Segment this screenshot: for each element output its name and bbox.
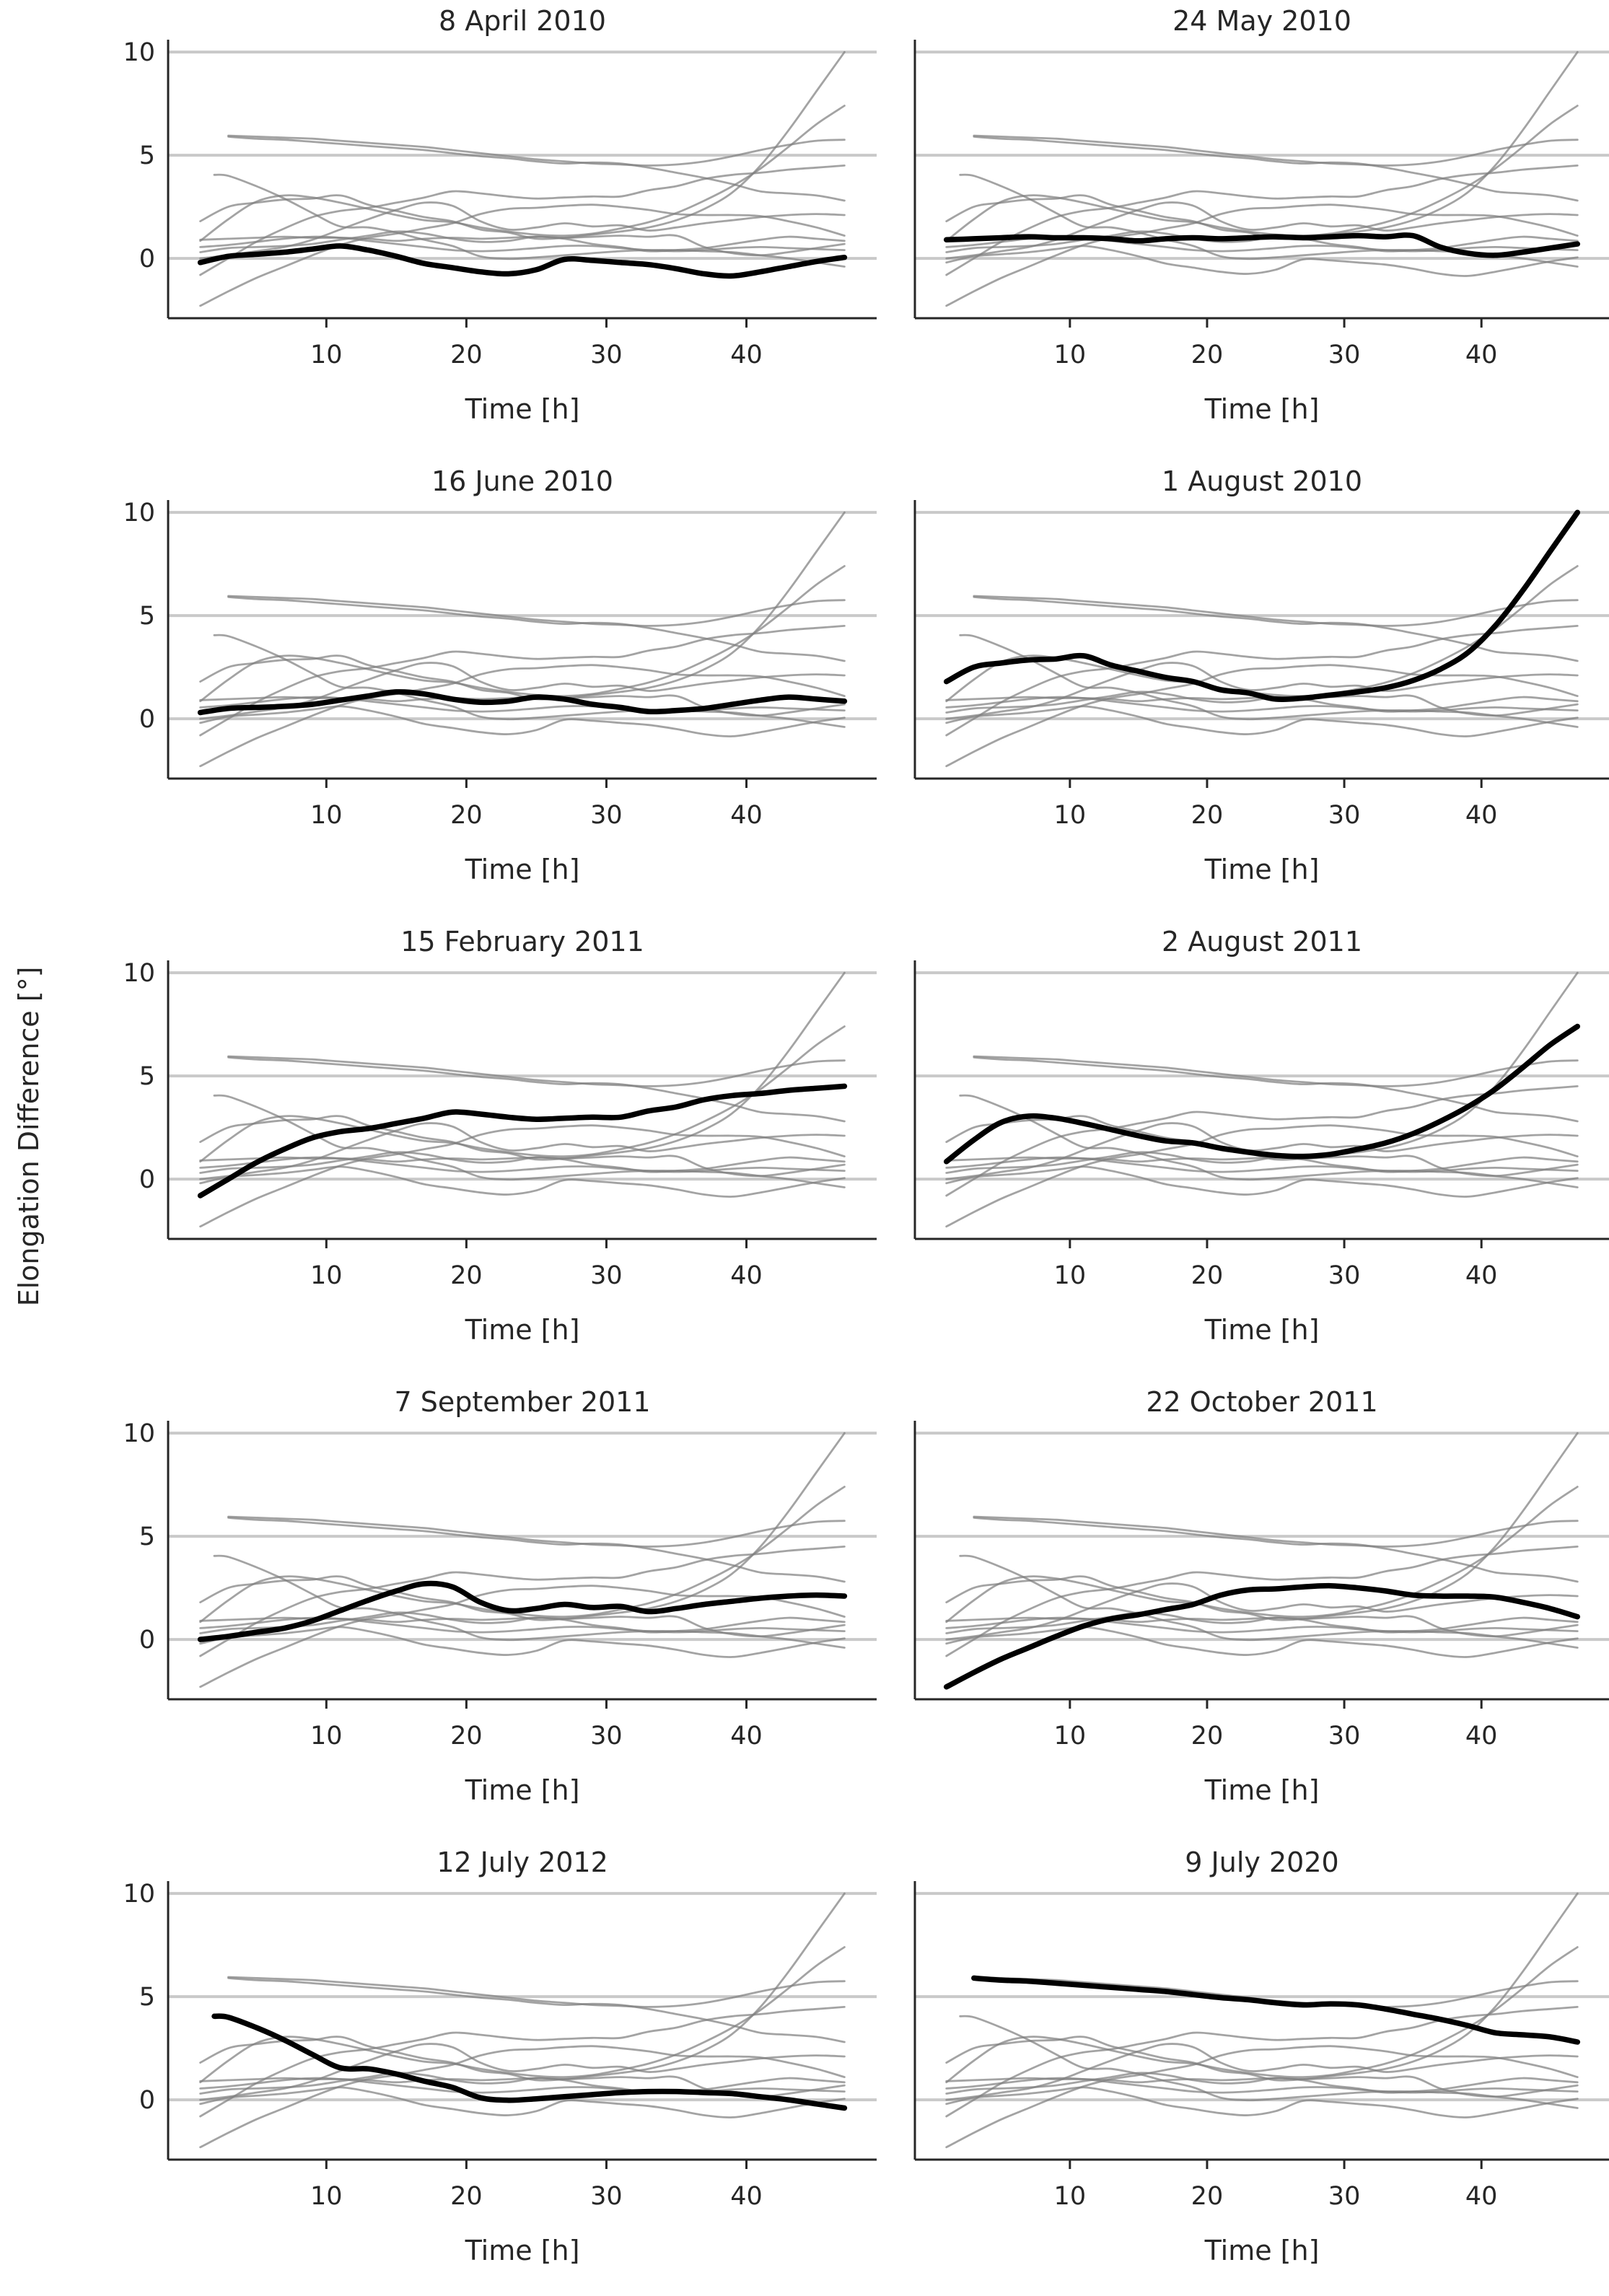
svg-text:0: 0	[139, 245, 155, 273]
svg-text:40: 40	[730, 1722, 763, 1751]
x-axis-label: Time [h]	[465, 2235, 580, 2266]
svg-text:40: 40	[1465, 1261, 1498, 1290]
svg-text:0: 0	[139, 1165, 155, 1194]
svg-text:10: 10	[123, 959, 155, 988]
x-axis-label: Time [h]	[1204, 2235, 1320, 2266]
subplot-title: 2 August 2011	[1162, 926, 1362, 958]
svg-text:30: 30	[1328, 1261, 1361, 1290]
svg-text:40: 40	[1465, 2182, 1498, 2211]
subplot-title: 15 February 2011	[400, 926, 644, 958]
svg-text:0: 0	[139, 1626, 155, 1655]
x-axis-label: Time [h]	[1204, 1774, 1320, 1806]
plot-area: 10 20 30 40	[913, 1421, 1609, 1751]
plot-area: 10 20 30 40	[913, 40, 1609, 369]
x-axis-label: Time [h]	[465, 1314, 580, 1346]
plot-area: 10 20 30 40 0 5 10	[123, 959, 877, 1290]
svg-text:5: 5	[139, 141, 155, 170]
svg-text:20: 20	[450, 2182, 483, 2211]
svg-text:40: 40	[730, 1261, 763, 1290]
svg-text:40: 40	[730, 341, 763, 369]
x-axis-label: Time [h]	[1204, 393, 1320, 425]
plot-area: 10 20 30 40	[913, 1881, 1609, 2211]
svg-text:10: 10	[1054, 1261, 1087, 1290]
svg-text:30: 30	[1328, 801, 1361, 830]
subplot-title: 22 October 2011	[1146, 1386, 1377, 1418]
svg-text:10: 10	[1054, 341, 1087, 369]
svg-text:40: 40	[1465, 1722, 1498, 1751]
svg-text:10: 10	[1054, 801, 1087, 830]
subplot-12-july-2012: 12 July 2012 10 20 30 40 0 5 10 Time [h]	[123, 1846, 877, 2266]
subplot-title: 9 July 2020	[1185, 1846, 1338, 1878]
subplot-9-july-2020: 9 July 2020 10 20 30 40 Time [h]	[913, 1846, 1609, 2266]
svg-text:40: 40	[1465, 801, 1498, 830]
svg-text:40: 40	[730, 2182, 763, 2211]
plot-area: 10 20 30 40 0 5 10	[123, 1880, 877, 2211]
svg-text:10: 10	[1054, 2182, 1087, 2211]
svg-text:10: 10	[310, 341, 343, 369]
x-axis-label: Time [h]	[465, 1774, 580, 1806]
svg-text:5: 5	[139, 1983, 155, 2012]
svg-text:20: 20	[450, 1722, 483, 1751]
svg-text:20: 20	[1191, 1261, 1224, 1290]
svg-text:30: 30	[590, 341, 623, 369]
x-axis-label: Time [h]	[465, 393, 580, 425]
svg-text:10: 10	[123, 38, 155, 67]
subplot-24-may-2010: 24 May 2010 10 20 30 40 Time [h]	[913, 5, 1609, 425]
svg-text:20: 20	[450, 1261, 483, 1290]
subplot-1-august-2010: 1 August 2010 10 20 30 40 Time [h]	[913, 465, 1609, 885]
x-axis-label: Time [h]	[1204, 854, 1320, 885]
svg-text:30: 30	[590, 2182, 623, 2211]
svg-text:10: 10	[310, 801, 343, 830]
svg-text:30: 30	[590, 1722, 623, 1751]
svg-text:20: 20	[1191, 801, 1224, 830]
subplot-title: 1 August 2010	[1162, 465, 1362, 497]
svg-text:20: 20	[450, 801, 483, 830]
svg-text:30: 30	[590, 801, 623, 830]
plot-area: 10 20 30 40 0 5 10	[123, 1419, 877, 1751]
subplot-title: 7 September 2011	[394, 1386, 650, 1418]
svg-text:5: 5	[139, 1062, 155, 1091]
subplot-2-august-2011: 2 August 2011 10 20 30 40 Time [h]	[913, 926, 1609, 1346]
subplot-7-september-2011: 7 September 2011 10 20 30 40 0 5 10 Time [h]	[123, 1386, 877, 1806]
plot-area: 10 20 30 40	[913, 960, 1609, 1290]
svg-text:40: 40	[730, 801, 763, 830]
svg-text:20: 20	[1191, 1722, 1224, 1751]
svg-text:10: 10	[310, 1261, 343, 1290]
svg-text:5: 5	[139, 1522, 155, 1551]
svg-text:10: 10	[310, 2182, 343, 2211]
svg-text:20: 20	[1191, 341, 1224, 369]
svg-text:20: 20	[1191, 2182, 1224, 2211]
plot-area: 10 20 30 40	[913, 500, 1609, 830]
subplot-title: 8 April 2010	[439, 5, 606, 37]
svg-text:0: 0	[139, 705, 155, 734]
svg-text:5: 5	[139, 602, 155, 631]
subplot-title: 12 July 2012	[437, 1846, 608, 1878]
svg-text:40: 40	[1465, 341, 1498, 369]
svg-text:30: 30	[1328, 341, 1361, 369]
svg-text:30: 30	[1328, 1722, 1361, 1751]
plot-area: 10 20 30 40 0 5 10	[123, 499, 877, 830]
subplot-title: 16 June 2010	[431, 465, 613, 497]
svg-text:10: 10	[1054, 1722, 1087, 1751]
svg-text:30: 30	[590, 1261, 623, 1290]
subplot-title: 24 May 2010	[1172, 5, 1351, 37]
svg-text:10: 10	[123, 1419, 155, 1448]
svg-text:10: 10	[310, 1722, 343, 1751]
subplot-15-february-2011: 15 February 2011 10 20 30 40 0 5 10 Time [h]	[123, 926, 877, 1346]
subplot-22-october-2011: 22 October 2011 10 20 30 40 Time [h]	[913, 1386, 1609, 1806]
svg-text:10: 10	[123, 499, 155, 527]
svg-text:20: 20	[450, 341, 483, 369]
svg-text:10: 10	[123, 1880, 155, 1909]
svg-text:0: 0	[139, 2086, 155, 2115]
svg-text:30: 30	[1328, 2182, 1361, 2211]
plot-area: 10 20 30 40 0 5 10	[123, 38, 877, 369]
x-axis-label: Time [h]	[465, 854, 580, 885]
x-axis-label: Time [h]	[1204, 1314, 1320, 1346]
y-axis-label: Elongation Difference [°]	[13, 966, 45, 1307]
